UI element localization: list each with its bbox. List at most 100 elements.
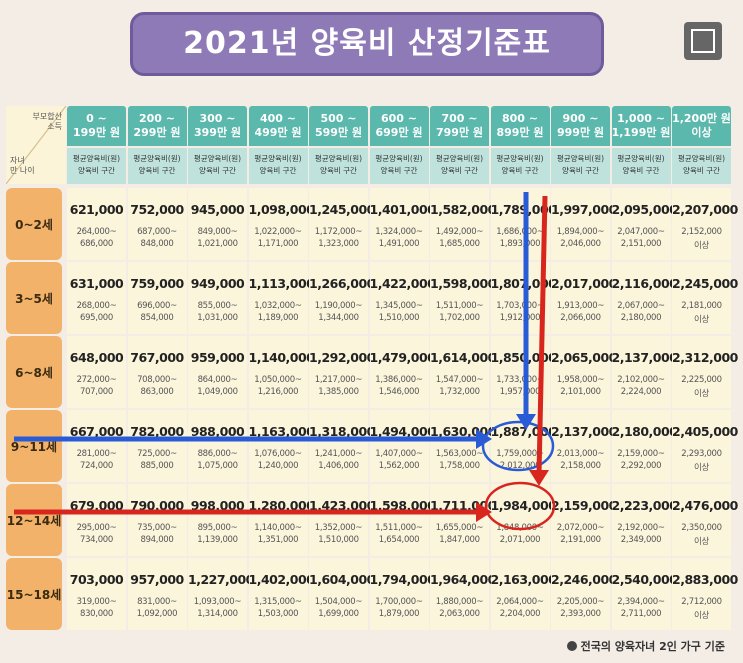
table-corner: 부모합산 소득 자녀 만 나이 (6, 106, 66, 184)
range-low: 1,958,000~ (556, 375, 605, 385)
table-cell: 1,614,000 1,547,000~ 1,732,000 (430, 336, 496, 408)
average-amount: 1,280,000 (248, 498, 315, 513)
table-cell: 1,422,000 1,345,000~ 1,510,000 (369, 262, 436, 334)
table-cell: 759,000 696,000~ 854,000 (127, 262, 187, 334)
average-amount: 2,405,000 (672, 424, 738, 439)
range-low: 2,047,000~ (617, 227, 665, 237)
info-icon (566, 641, 577, 651)
table-cell: 1,789,000 1,686,000~ 1,893,000 (490, 188, 557, 260)
range-low: 2,712,000 (681, 597, 722, 607)
average-amount: 2,095,000 (611, 202, 678, 217)
income-header-0: 0 ~199만 원 평균양육비(원) 양육비 구간 (67, 106, 126, 184)
range-high: 1,092,000 (136, 609, 178, 619)
income-header-3: 400 ~499만 원 평균양육비(원) 양육비 구간 (248, 106, 308, 184)
average-amount: 1,292,000 (309, 350, 375, 365)
age-label: 0~2세 (6, 188, 62, 260)
range-high: 1,702,000 (439, 313, 480, 323)
sub-header-label: 평균양육비(원) 양육비 구간 (248, 148, 308, 184)
table-cell: 2,405,000 2,293,000 이상 (672, 410, 738, 482)
range-low: 1,511,000~ (435, 301, 484, 311)
range-high: 854,000 (140, 313, 174, 323)
footnote-text: 전국의 양육자녀 2인 가구 기준 (580, 640, 725, 653)
average-amount: 1,794,000 (369, 572, 436, 587)
table-cell: 957,000 831,000~ 1,092,000 (127, 558, 187, 630)
range-high: 이상 (693, 611, 710, 621)
range-high: 1,957,000 (499, 387, 541, 397)
range-high: 1,654,000 (378, 535, 420, 545)
table-cell: 1,794,000 1,700,000~ 1,879,000 (369, 558, 436, 630)
income-bracket-label: 0 ~199만 원 (67, 106, 126, 146)
average-amount: 631,000 (69, 276, 124, 291)
average-amount: 2,223,000 (611, 498, 678, 513)
range-low: 319,000~ (76, 597, 117, 607)
range-low: 264,000~ (76, 227, 117, 237)
average-amount: 998,000 (190, 498, 245, 513)
table-cell: 959,000 864,000~ 1,049,000 (188, 336, 247, 408)
fullscreen-icon[interactable] (684, 22, 722, 60)
range-high: 1,385,000 (318, 387, 359, 397)
range-high: 1,893,000 (499, 239, 541, 249)
average-amount: 1,494,000 (369, 424, 436, 439)
sub-header-label: 평균양육비(원) 양육비 구간 (672, 148, 731, 184)
average-amount: 1,964,000 (430, 572, 496, 587)
table-cell: 1,098,000 1,022,000~ 1,171,000 (248, 188, 315, 260)
range-high: 2,180,000 (620, 313, 662, 323)
table-cell: 1,582,000 1,492,000~ 1,685,000 (430, 188, 496, 260)
range-high: 2,071,000 (499, 535, 541, 545)
range-low: 1,022,000~ (254, 227, 302, 237)
range-high: 1,406,000 (318, 461, 359, 471)
range-low: 735,000~ (137, 523, 177, 533)
income-header-4: 500 ~599만 원 평균양육비(원) 양육비 구간 (309, 106, 368, 184)
average-amount: 621,000 (69, 202, 124, 217)
range-low: 895,000~ (197, 523, 238, 533)
range-low: 2,072,000~ (556, 523, 605, 533)
red-vertical-arrow (536, 195, 548, 475)
table-cell: 1,402,000 1,315,000~ 1,503,000 (248, 558, 315, 630)
range-low: 1,345,000~ (375, 301, 423, 311)
range-low: 687,000~ (137, 227, 177, 237)
range-low: 2,067,000~ (617, 301, 665, 311)
average-amount: 1,113,000 (248, 276, 315, 291)
range-high: 이상 (693, 315, 710, 325)
range-high: 1,344,000 (318, 313, 359, 323)
range-low: 1,352,000~ (314, 523, 363, 533)
average-amount: 2,245,000 (672, 276, 738, 291)
average-amount: 1,227,000 (188, 572, 254, 587)
table-cell: 1,604,000 1,504,000~ 1,699,000 (309, 558, 375, 630)
range-high: 1,510,000 (318, 535, 359, 545)
average-amount: 1,598,000 (430, 276, 496, 291)
range-low: 1,386,000~ (375, 375, 423, 385)
average-amount: 1,423,000 (309, 498, 375, 513)
range-low: 1,241,000~ (314, 449, 363, 459)
range-high: 1,216,000 (257, 387, 299, 397)
red-arrowhead-right (476, 502, 492, 522)
table-cell: 782,000 725,000~ 885,000 (127, 410, 187, 482)
range-low: 1,217,000~ (314, 375, 363, 385)
table-cell: 1,598,000 1,511,000~ 1,702,000 (430, 262, 496, 334)
age-label: 6~8세 (6, 336, 62, 408)
range-high: 2,224,000 (620, 387, 662, 397)
table-cell: 949,000 855,000~ 1,031,000 (188, 262, 247, 334)
range-high: 2,393,000 (560, 609, 601, 619)
income-header-5: 600 ~699만 원 평균양육비(원) 양육비 구간 (369, 106, 429, 184)
income-header-10: 1,200만 원 이상 평균양육비(원) 양육비 구간 (672, 106, 731, 184)
table-cell: 2,246,000 2,205,000~ 2,393,000 (551, 558, 617, 630)
range-low: 1,655,000~ (435, 523, 484, 533)
income-header-7: 800 ~899만 원 평균양육비(원) 양육비 구간 (490, 106, 550, 184)
range-low: 1,880,000~ (435, 597, 484, 607)
range-high: 이상 (693, 537, 710, 547)
table-cell: 790,000 735,000~ 894,000 (127, 484, 187, 556)
average-amount: 2,065,000 (551, 350, 617, 365)
range-high: 2,292,000 (620, 461, 662, 471)
range-low: 2,181,000 (681, 301, 722, 311)
average-amount: 2,312,000 (672, 350, 738, 365)
income-header-2: 300 ~399만 원 평균양육비(원) 양육비 구간 (188, 106, 247, 184)
range-low: 1,894,000~ (556, 227, 605, 237)
average-amount: 790,000 (130, 498, 184, 513)
range-low: 1,547,000~ (435, 375, 484, 385)
age-label: 3~5세 (6, 262, 62, 334)
table-cell: 1,245,000 1,172,000~ 1,323,000 (309, 188, 375, 260)
average-amount: 2,116,000 (611, 276, 678, 291)
range-high: 1,912,000 (499, 313, 541, 323)
range-low: 886,000~ (197, 449, 238, 459)
